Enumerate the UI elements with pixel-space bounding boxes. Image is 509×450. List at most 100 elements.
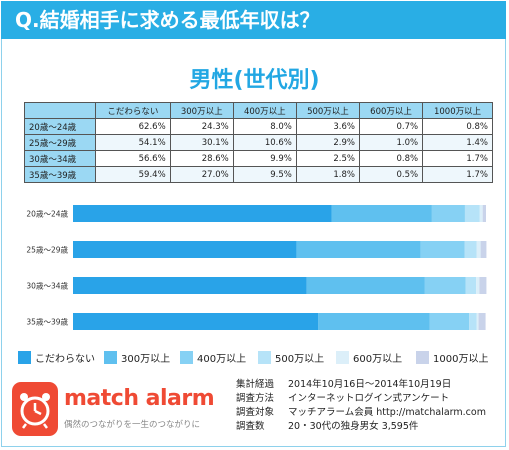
table-cell: 2.5% xyxy=(295,150,360,167)
bar-segment xyxy=(464,205,480,222)
survey-info: 集計経過 2014年10月16日～2014年10月19日 調査方法 インターネッ… xyxy=(236,378,486,434)
survey-value: マッチアラーム会員 http://matchalarm.com xyxy=(288,407,486,418)
survey-key: 調査対象 xyxy=(236,407,275,418)
table-cell: 1.7% xyxy=(422,150,493,167)
bar-segment xyxy=(424,277,466,294)
logo-wordmark: match alarm xyxy=(64,386,215,411)
category-label: 30歳〜34歳 xyxy=(26,281,68,291)
survey-row: 集計経過 2014年10月16日～2014年10月19日 xyxy=(236,378,486,392)
table-header: 1000万以上 xyxy=(422,102,493,119)
legend-swatch xyxy=(180,351,193,364)
bar-segment xyxy=(429,313,470,330)
survey-row: 調査数 20・30代の独身男女 3,595件 xyxy=(236,420,486,434)
table-cell: 1.8% xyxy=(295,166,360,183)
bar-segment xyxy=(306,277,425,294)
legend-swatch xyxy=(18,351,31,364)
chart-legend: こだわらない 300万以上 400万以上 500万以上 600万以上 1000万以上 xyxy=(18,350,498,366)
table-cell: 0.8% xyxy=(358,150,424,167)
table-cell: 8.0% xyxy=(232,118,297,135)
legend-swatch xyxy=(104,351,117,364)
table-cell: 56.6% xyxy=(95,150,171,167)
row-label: 35歳〜39歳 xyxy=(24,166,96,183)
table-cell: 2.9% xyxy=(295,134,360,151)
table-header: 600万以上 xyxy=(358,102,424,119)
table-cell: 30.1% xyxy=(169,134,234,151)
legend-item: 600万以上 xyxy=(336,350,402,365)
survey-value: 20・30代の独身男女 3,595件 xyxy=(288,421,419,432)
stacked-bar-chart: 20歳〜24歳 25歳〜29歳 30歳〜34歳 35歳〜39歳 xyxy=(26,205,487,330)
legend-label: こだわらない xyxy=(35,354,95,365)
table-row: 30歳〜34歳 56.6% 28.6% 9.9% 2.5% 0.8% 1.7% xyxy=(24,150,493,167)
table-cell: 0.5% xyxy=(358,166,424,183)
bar-segment xyxy=(464,241,477,258)
bar-segment xyxy=(73,205,332,222)
table-row: 35歳〜39歳 59.4% 27.0% 9.5% 1.8% 0.5% 1.7% xyxy=(24,166,493,183)
logo-tagline: 偶然のつながりを一生のつながりに xyxy=(64,420,201,430)
data-table: こだわらない 300万以上 400万以上 500万以上 600万以上 1000万… xyxy=(24,102,493,183)
bar-segment xyxy=(479,277,487,294)
legend-item: 400万以上 xyxy=(180,350,246,365)
legend-label: 400万以上 xyxy=(197,354,247,365)
bar-segment xyxy=(480,241,487,258)
table-corner xyxy=(24,102,96,119)
bar-segment xyxy=(476,241,481,258)
table-cell: 1.4% xyxy=(422,134,493,151)
table-cell: 0.7% xyxy=(358,118,424,135)
survey-row: 調査方法 インターネットログイン式アンケート xyxy=(236,392,486,406)
row-label: 30歳〜34歳 xyxy=(24,150,96,167)
table-cell: 10.6% xyxy=(232,134,297,151)
legend-label: 600万以上 xyxy=(353,354,403,365)
bar-segment xyxy=(478,313,486,330)
row-label: 20歳〜24歳 xyxy=(24,118,96,135)
table-cell: 9.5% xyxy=(232,166,297,183)
bar-segment xyxy=(331,205,432,222)
legend-label: 500万以上 xyxy=(275,354,325,365)
bar-segment xyxy=(420,241,465,258)
table-cell: 62.6% xyxy=(95,118,171,135)
table-cell: 28.6% xyxy=(169,150,234,167)
legend-label: 1000万以上 xyxy=(433,354,489,365)
bar-segment xyxy=(73,241,297,258)
category-label: 25歳〜29歳 xyxy=(26,245,68,255)
bar-segment xyxy=(73,277,307,294)
survey-row: 調査対象 マッチアラーム会員 http://matchalarm.com xyxy=(236,406,486,420)
legend-item: 500万以上 xyxy=(258,350,324,365)
table-cell: 3.6% xyxy=(295,118,360,135)
chart-subtitle: 男性(世代別) xyxy=(189,68,320,93)
table-header: 500万以上 xyxy=(295,102,360,119)
bar-segment xyxy=(476,313,479,330)
survey-value: 2014年10月16日～2014年10月19日 xyxy=(288,379,452,390)
bar-segment xyxy=(469,313,477,330)
legend-item: 300万以上 xyxy=(104,350,170,365)
bar-segment xyxy=(465,277,477,294)
table-cell: 1.7% xyxy=(422,166,493,183)
table-header-row: こだわらない 300万以上 400万以上 500万以上 600万以上 1000万… xyxy=(24,102,493,119)
bar-segment xyxy=(479,205,483,222)
page-title: Q.結婚相手に求める最低年収は？ xyxy=(1,1,506,39)
category-label: 35歳〜39歳 xyxy=(26,317,68,327)
table-cell: 27.0% xyxy=(169,166,234,183)
bar-segment xyxy=(73,313,319,330)
table-cell: 0.8% xyxy=(422,118,493,135)
table-cell: 9.9% xyxy=(232,150,297,167)
legend-swatch xyxy=(258,351,271,364)
legend-item: こだわらない xyxy=(18,350,95,365)
bar-segment xyxy=(476,277,480,294)
legend-item: 1000万以上 xyxy=(416,350,488,365)
survey-key: 調査数 xyxy=(236,421,265,432)
survey-key: 集計経過 xyxy=(236,379,275,390)
table-row: 25歳〜29歳 54.1% 30.1% 10.6% 2.9% 1.0% 1.4% xyxy=(24,134,493,151)
survey-key: 調査方法 xyxy=(236,393,275,404)
table-cell: 24.3% xyxy=(169,118,234,135)
legend-swatch xyxy=(336,351,349,364)
row-label: 25歳〜29歳 xyxy=(24,134,96,151)
table-row: 20歳〜24歳 62.6% 24.3% 8.0% 3.6% 0.7% 0.8% xyxy=(24,118,493,135)
table-cell: 59.4% xyxy=(95,166,171,183)
bar-segment xyxy=(318,313,430,330)
table-header: 400万以上 xyxy=(232,102,297,119)
bar-segment xyxy=(482,205,486,222)
table-cell: 54.1% xyxy=(95,134,171,151)
legend-swatch xyxy=(416,351,429,364)
bar-segment xyxy=(296,241,421,258)
table-cell: 1.0% xyxy=(358,134,424,151)
